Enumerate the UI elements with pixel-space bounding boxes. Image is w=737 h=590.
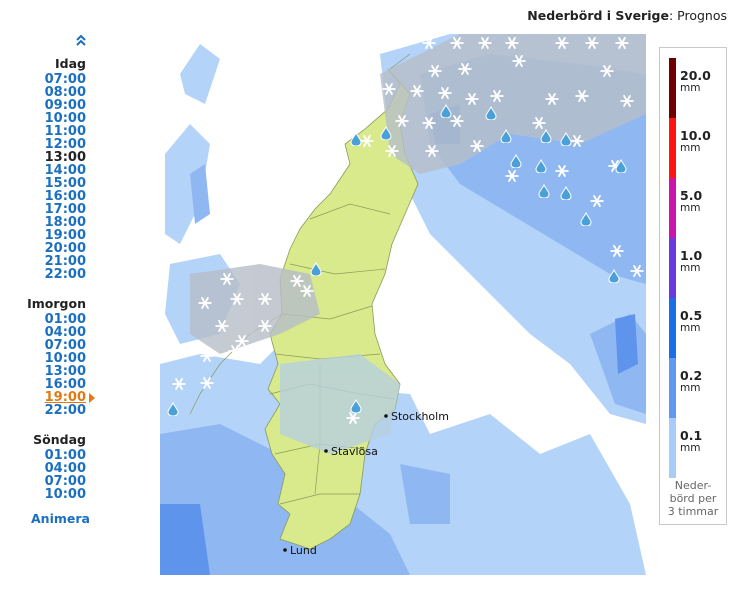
legend-value: 5.0 <box>680 188 703 203</box>
time-slot[interactable]: 16:00 <box>44 189 86 204</box>
legend-unit: mm <box>680 202 701 214</box>
time-slot[interactable]: 09:00 <box>44 98 86 113</box>
precipitation-map: Stockholm Stavlösa Lund <box>160 34 646 575</box>
legend-color-bar <box>669 58 676 478</box>
precipitation-legend: 20.0 mm 10.0 mm 5.0 mm 1.0 mm 0.5 mm 0.2 mm 0.1 mm Ne… <box>659 47 727 525</box>
time-slot[interactable]: 22:00 <box>44 267 86 282</box>
selected-marker-icon <box>89 393 95 403</box>
time-slot[interactable]: 19:00 <box>44 390 86 405</box>
legend-unit: mm <box>680 382 701 394</box>
time-slot[interactable]: 04:00 <box>44 325 86 340</box>
city-stavlosa[interactable]: Stavlösa <box>324 445 378 458</box>
time-slot[interactable]: 08:00 <box>44 85 86 100</box>
legend-value: 10.0 <box>680 128 711 143</box>
legend-swatch <box>669 118 676 178</box>
svg-text:Lund: Lund <box>290 544 317 557</box>
legend-item: 10.0 mm <box>680 128 711 154</box>
legend-unit: mm <box>680 262 701 274</box>
legend-item: 20.0 mm <box>680 68 711 94</box>
page-header: Nederbörd i Sverige: Prognos <box>527 8 727 23</box>
city-lund[interactable]: Lund <box>283 544 317 557</box>
legend-value: 0.2 <box>680 368 703 383</box>
legend-swatch <box>669 298 676 358</box>
legend-item: 5.0 mm <box>680 188 703 214</box>
time-slot[interactable]: 11:00 <box>44 124 86 139</box>
city-stockholm[interactable]: Stockholm <box>384 410 449 423</box>
legend-item: 0.1 mm <box>680 428 703 454</box>
legend-item: 0.5 mm <box>680 308 703 334</box>
time-slot[interactable]: 17:00 <box>44 202 86 217</box>
day-label: Imorgon <box>27 296 86 311</box>
legend-unit: mm <box>680 142 701 154</box>
time-slot[interactable]: 01:00 <box>44 448 86 463</box>
time-slot[interactable]: 10:00 <box>44 351 86 366</box>
time-slot[interactable]: 22:00 <box>44 403 86 418</box>
map-subtitle: Prognos <box>677 8 727 23</box>
legend-swatch <box>669 358 676 418</box>
time-slot[interactable]: 19:00 <box>44 228 86 243</box>
day-label: Söndag <box>33 432 86 447</box>
legend-note: Neder- börd per 3 timmar <box>667 479 719 518</box>
time-slot[interactable]: 12:00 <box>44 137 86 152</box>
time-slot[interactable]: 01:00 <box>44 312 86 327</box>
svg-text:Stavlösa: Stavlösa <box>331 445 378 458</box>
time-slot[interactable]: 13:00 <box>44 150 86 165</box>
title-separator: : <box>668 8 674 23</box>
legend-item: 1.0 mm <box>680 248 703 274</box>
time-slot[interactable]: 10:00 <box>44 111 86 126</box>
time-slot[interactable]: 07:00 <box>44 474 86 489</box>
legend-swatch <box>669 238 676 298</box>
legend-value: 0.1 <box>680 428 703 443</box>
time-slot[interactable]: 16:00 <box>44 377 86 392</box>
legend-value: 0.5 <box>680 308 703 323</box>
time-slot[interactable]: 13:00 <box>44 364 86 379</box>
svg-text:Stockholm: Stockholm <box>391 410 449 423</box>
legend-item: 0.2 mm <box>680 368 703 394</box>
legend-unit: mm <box>680 442 701 454</box>
scroll-up-icon[interactable] <box>74 34 88 48</box>
time-slot[interactable]: 14:00 <box>44 163 86 178</box>
time-slot[interactable]: 21:00 <box>44 254 86 269</box>
legend-unit: mm <box>680 322 701 334</box>
time-slot[interactable]: 15:00 <box>44 176 86 191</box>
time-slot[interactable]: 10:00 <box>44 487 86 502</box>
time-slot[interactable]: 07:00 <box>44 338 86 353</box>
legend-swatch <box>669 418 676 478</box>
time-slot[interactable]: 07:00 <box>44 72 86 87</box>
legend-value: 20.0 <box>680 68 711 83</box>
day-label: Idag <box>55 56 86 71</box>
legend-unit: mm <box>680 82 701 94</box>
legend-swatch <box>669 58 676 118</box>
snow-cloud-area <box>190 34 646 454</box>
time-slot[interactable]: 20:00 <box>44 241 86 256</box>
animate-link[interactable]: Animera <box>31 511 90 526</box>
legend-swatch <box>669 178 676 238</box>
legend-value: 1.0 <box>680 248 703 263</box>
map-title: Nederbörd i Sverige <box>527 8 669 23</box>
time-slot[interactable]: 04:00 <box>44 461 86 476</box>
time-slot[interactable]: 18:00 <box>44 215 86 230</box>
